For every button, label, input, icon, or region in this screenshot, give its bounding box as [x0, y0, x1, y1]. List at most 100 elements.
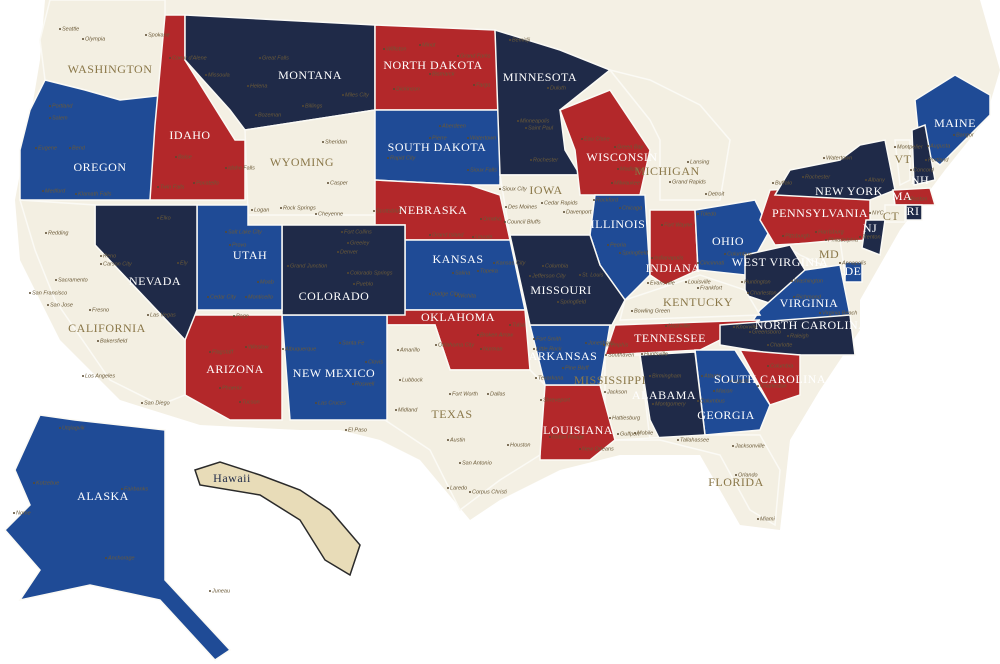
state-shape [861, 219, 886, 257]
state-shape [619, 274, 762, 321]
state-label: NH [911, 173, 929, 187]
city-label: Topeka [480, 268, 498, 274]
city-dot [697, 287, 699, 289]
state-label: NORTH DAKOTA [383, 58, 482, 72]
city-label: Salt Lake City [228, 229, 263, 235]
city-dot [631, 310, 633, 312]
city-dot [815, 231, 817, 233]
state-label: KENTUCKY [663, 295, 733, 309]
city-label: Los Angeles [85, 373, 115, 379]
city-dot [82, 375, 84, 377]
city-label: Pittsburgh [785, 233, 810, 239]
city-label: Clovis [368, 359, 383, 365]
city-label: Boston [910, 196, 927, 202]
city-label: Detroit [708, 191, 725, 197]
city-label: Madison [620, 166, 641, 172]
city-dot [219, 387, 221, 389]
city-dot [145, 34, 147, 36]
city-dot [345, 429, 347, 431]
city-label: Springfield [560, 299, 587, 305]
city-label: Albuquerque [284, 346, 316, 352]
city-dot [121, 488, 123, 490]
city-label: Laredo [450, 485, 467, 491]
city-dot [49, 117, 51, 119]
state-label: RI [907, 204, 920, 218]
city-label: Baton Rouge [552, 434, 584, 440]
city-label: Grand Island [432, 232, 464, 238]
city-label: Minneapolis [520, 118, 550, 124]
city-label: Charleston [750, 290, 777, 296]
state-label: MISSISSIPPI [574, 373, 646, 387]
city-label: Kotzebue [36, 480, 59, 486]
state-shape [905, 204, 923, 221]
city-dot [669, 181, 671, 183]
city-label: Concord [913, 167, 935, 173]
city-label: Little Rock [536, 346, 562, 352]
city-dot [459, 462, 461, 464]
state-shape [894, 139, 911, 187]
city-dot [429, 137, 431, 139]
state-label: MD [819, 247, 839, 261]
city-label: Duluth [550, 85, 566, 91]
city-dot [383, 48, 385, 50]
city-label: Huntsville [644, 351, 668, 357]
city-dot [282, 348, 284, 350]
city-label: Fort Worth [452, 391, 478, 397]
city-label: Bemidji [512, 37, 531, 43]
state-shape [3, 414, 232, 661]
city-label: Frankfort [700, 285, 722, 291]
city-dot [530, 159, 532, 161]
city-dot [449, 393, 451, 395]
state-label: MINNESOTA [503, 70, 577, 84]
city-dot [225, 231, 227, 233]
city-dot [651, 257, 653, 259]
city-label: Moab [260, 279, 274, 285]
city-label: Midland [398, 407, 418, 413]
state-label: MA [892, 189, 912, 203]
city-label: Oklahoma City [438, 342, 475, 348]
state-label: WYOMING [270, 155, 334, 169]
city-label: Williston [386, 46, 406, 52]
city-label: Birmingham [652, 373, 682, 379]
city-label: Bowling Green [634, 308, 670, 314]
state-label: ILLINOIS [591, 217, 646, 231]
city-dot [619, 252, 621, 254]
city-label: Grand Junction [290, 263, 327, 269]
state-label: NEW MEXICO [293, 366, 375, 380]
city-dot [477, 270, 479, 272]
city-dot [535, 377, 537, 379]
city-dot [505, 206, 507, 208]
city-label: Eugene [38, 145, 57, 151]
city-dot [229, 244, 231, 246]
city-label: Fort Smith [536, 336, 561, 342]
city-label: Columbus [727, 251, 752, 257]
city-dot [347, 242, 349, 244]
city-dot [697, 262, 699, 264]
city-dot [29, 292, 31, 294]
state-label: MICHIGAN [634, 164, 699, 178]
city-dot [467, 137, 469, 139]
city-label: Philadelphia [828, 237, 858, 243]
city-label: NYC [872, 210, 884, 216]
state-label: WEST VIRGINIA [732, 255, 828, 269]
city-label: New Orleans [582, 446, 614, 452]
city-label: Tulsa [512, 322, 525, 328]
city-dot [352, 383, 354, 385]
city-label: Pocatello [196, 180, 219, 186]
city-dot [634, 432, 636, 434]
city-dot [157, 217, 159, 219]
city-dot [175, 156, 177, 158]
city-dot [280, 207, 282, 209]
city-label: Eau Claire [584, 136, 610, 142]
state-label: FLORIDA [708, 475, 764, 489]
city-dot [247, 85, 249, 87]
state-shape [509, 234, 626, 326]
state-label: MONTANA [278, 68, 342, 82]
city-label: Lincoln [475, 234, 492, 240]
city-label: Houston [510, 442, 531, 448]
city-label: Jonesboro [587, 340, 614, 346]
city-dot [793, 296, 795, 298]
city-label: Santa Fe [342, 340, 364, 346]
city-label: Roswell [355, 381, 375, 387]
